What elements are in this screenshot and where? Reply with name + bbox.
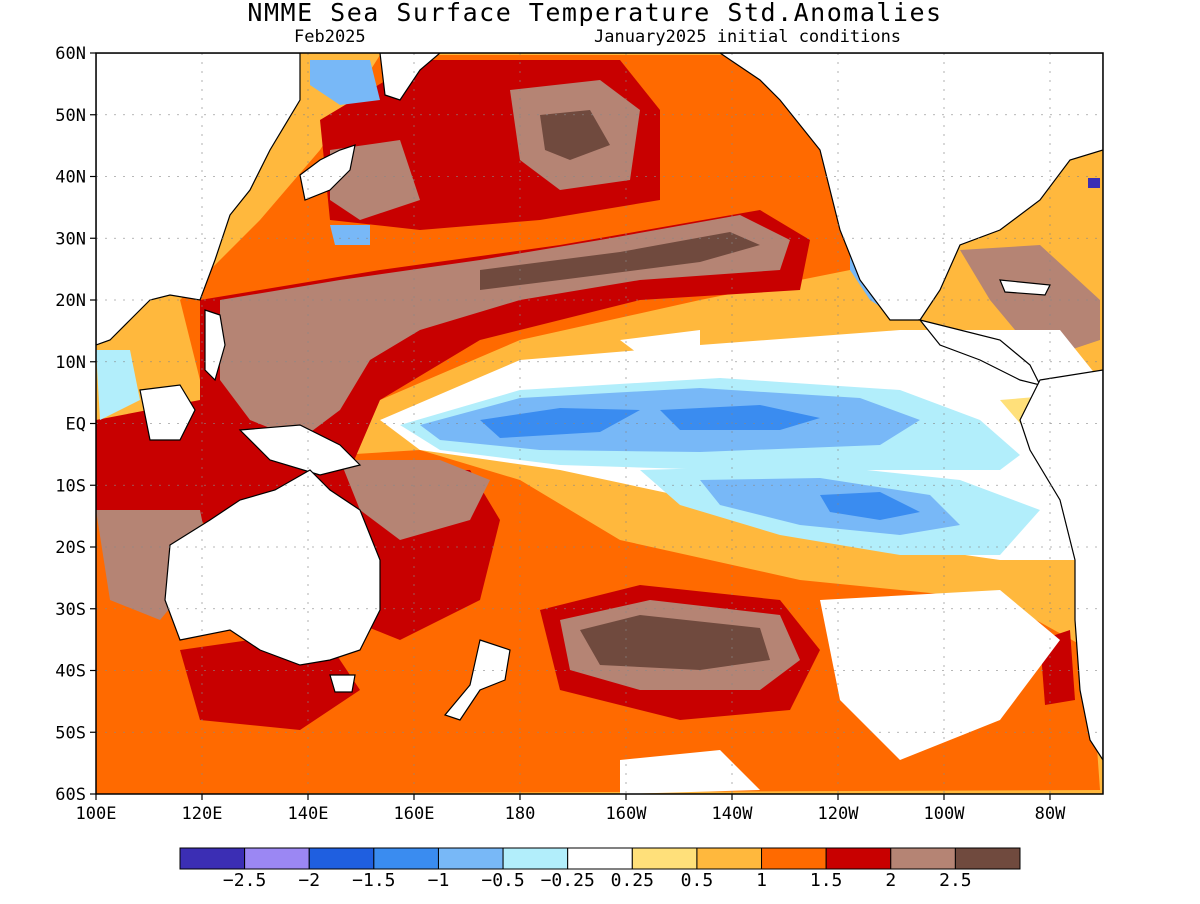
lon-label: 100E [76, 804, 117, 824]
lat-label: 50N [55, 106, 86, 126]
gulf-stream-cool [1088, 178, 1100, 188]
lat-label: 10N [55, 353, 86, 373]
land-australia [164, 469, 381, 666]
colorbar-swatch [373, 847, 439, 870]
japan-sea-cool [330, 225, 370, 245]
chart-title: NMME Sea Surface Temperature Std.Anomali… [247, 0, 943, 27]
initial-conditions-label: January2025 initial conditions [594, 27, 902, 47]
central-pacific-neutral [620, 330, 700, 355]
lon-label: 160E [394, 804, 435, 824]
colorbar-tick-label: −0.5 [481, 870, 525, 891]
lat-label: 20S [55, 538, 86, 558]
land-borneo [139, 384, 196, 441]
lat-label: 30S [55, 600, 86, 620]
colorbar-swatch [825, 847, 892, 870]
lat-label: 10S [55, 476, 86, 496]
colorbar-tick-label: 1 [756, 870, 767, 891]
colorbar-tick-label: −1.5 [352, 870, 396, 891]
land-tasmania [329, 674, 356, 693]
colorbar-swatch [890, 847, 956, 870]
lon-label: 100W [924, 804, 966, 824]
colorbar-tick-label: 0.25 [610, 870, 654, 891]
north-pacific-darkbrown [540, 110, 610, 160]
colorbar [179, 847, 1021, 870]
colorbar-swatch [244, 847, 310, 870]
land-japan [299, 144, 356, 201]
cold-tongue-core [480, 408, 640, 438]
lat-label: 20N [55, 291, 86, 311]
lat-label: 40S [55, 662, 86, 682]
southern-ocean-neutral [620, 750, 760, 794]
colorbar-tick-label: 2 [885, 870, 897, 891]
colorbar-tick-label: 2.5 [939, 870, 972, 891]
colorbar-swatch [567, 847, 633, 870]
lat-label: 30N [55, 229, 86, 249]
land-kamchatka [379, 53, 441, 101]
map-axes: 60N50N40N30N20N10NEQ10S20S30S40S50S60S10… [55, 44, 1066, 824]
colorbar-swatch [179, 847, 246, 870]
colorbar-tick-label: −2.5 [222, 870, 267, 891]
southeast-pacific-neutral [820, 590, 1060, 760]
colorbar-tick-label: −0.25 [540, 870, 595, 891]
land-cuba [999, 279, 1051, 296]
land-asia [96, 53, 301, 346]
lat-label: 60N [55, 44, 86, 64]
colorbar-tick-labels: −2.5 −2 −1.5 −1 −0.5 −0.25 0.25 0.5 1 1.5 2 2.5 [0, 870, 1200, 894]
lon-label: 180 [505, 804, 536, 824]
kamchatka-cool [310, 60, 380, 105]
land-new-zealand [443, 639, 511, 721]
warm-pool-darkbrown [480, 232, 760, 290]
land-new-guinea [238, 424, 362, 476]
colorbar-tick-label: −2 [298, 870, 321, 891]
colorbar-swatch [437, 847, 504, 870]
lon-label: 160W [606, 804, 648, 824]
colorbar-tick-label: 0.5 [680, 870, 714, 891]
colorbar-swatch [761, 847, 827, 870]
forecast-month: Feb2025 [294, 27, 366, 47]
lat-label: 50S [55, 723, 86, 743]
land-south-america [1019, 369, 1103, 762]
gridlines [96, 53, 1103, 794]
coral-sea-brown [340, 460, 490, 540]
colorbar-swatch [308, 847, 375, 870]
colorbar-swatch [502, 847, 569, 870]
land-philippines [204, 309, 226, 382]
colorbar-swatch [631, 847, 698, 870]
lat-label: 60S [55, 785, 86, 805]
lon-label: 140E [288, 804, 329, 824]
colorbar-swatch [954, 847, 1021, 870]
warm-pool-brown [220, 215, 790, 440]
lon-label: 80W [1035, 804, 1066, 824]
lat-label: 40N [55, 168, 86, 188]
southeast-cool-core [820, 492, 920, 520]
land-masses [96, 53, 1103, 762]
south-pacific-darkbrown [580, 615, 770, 670]
lat-label: EQ [66, 415, 86, 435]
lon-label: 140W [712, 804, 754, 824]
lon-label: 120W [818, 804, 860, 824]
colorbar-swatch [696, 847, 763, 870]
caribbean-brown [960, 245, 1100, 360]
land-north-america [718, 53, 1103, 321]
lon-label: 120E [182, 804, 223, 824]
colorbar-tick-label: −1 [427, 870, 450, 891]
colorbar-tick-label: 1.5 [809, 870, 843, 891]
indian-ocean-cool [96, 350, 140, 420]
